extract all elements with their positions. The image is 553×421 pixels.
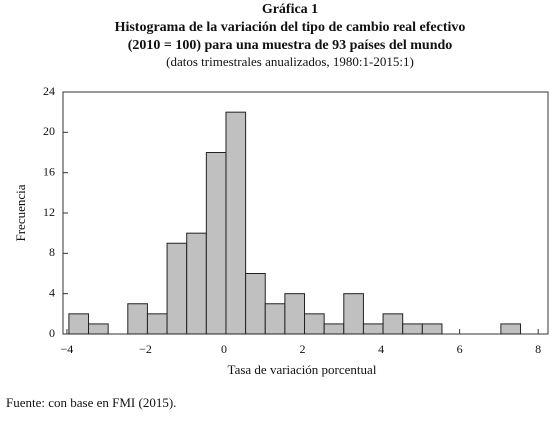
bar: [68, 313, 90, 335]
bar: [127, 303, 148, 335]
plot-frame: [62, 91, 549, 335]
bar: [421, 323, 443, 335]
bar: [304, 313, 325, 335]
x-axis-label: Tasa de variación porcentual: [228, 362, 377, 377]
chart-subtitle: Histograma de la variación del tipo de c…: [115, 20, 466, 35]
x-tick-label: 0: [221, 342, 227, 356]
x-tick-label: −4: [61, 342, 74, 356]
bar: [362, 323, 384, 335]
y-tick-label: 12: [43, 205, 55, 219]
bar: [284, 293, 306, 335]
y-tick-label: 20: [43, 124, 55, 138]
chart-note: (datos trimestrales anualizados, 1980:1-…: [166, 54, 414, 69]
chart-title: Gráfica 1: [262, 2, 318, 17]
y-tick-label: 4: [49, 285, 55, 299]
bar: [245, 273, 266, 335]
y-axis-label: Frecuencia: [13, 184, 28, 241]
bar: [323, 323, 345, 335]
y-tick-label: 16: [43, 164, 55, 178]
bar: [186, 232, 207, 335]
bar: [146, 313, 168, 335]
bar: [343, 293, 364, 335]
bar: [166, 242, 188, 335]
x-tick-label: 2: [300, 342, 306, 356]
x-tick-label: 6: [457, 342, 463, 356]
y-tick-label: 0: [49, 326, 55, 340]
bar: [88, 323, 109, 335]
y-tick-label: 24: [43, 84, 55, 98]
bar: [264, 303, 286, 335]
bar: [205, 152, 227, 335]
bar: [500, 323, 522, 335]
x-tick-label: 8: [535, 342, 541, 356]
bar: [225, 111, 247, 335]
y-tick-label: 8: [49, 245, 55, 259]
chart-subtitle: (2010 = 100) para una muestra de 93 país…: [128, 38, 453, 53]
bar: [382, 313, 404, 335]
x-tick-label: −2: [139, 342, 152, 356]
source: Fuente: con base en FMI (2015).: [6, 395, 176, 410]
x-tick-label: 4: [378, 342, 384, 356]
bar: [402, 323, 423, 335]
